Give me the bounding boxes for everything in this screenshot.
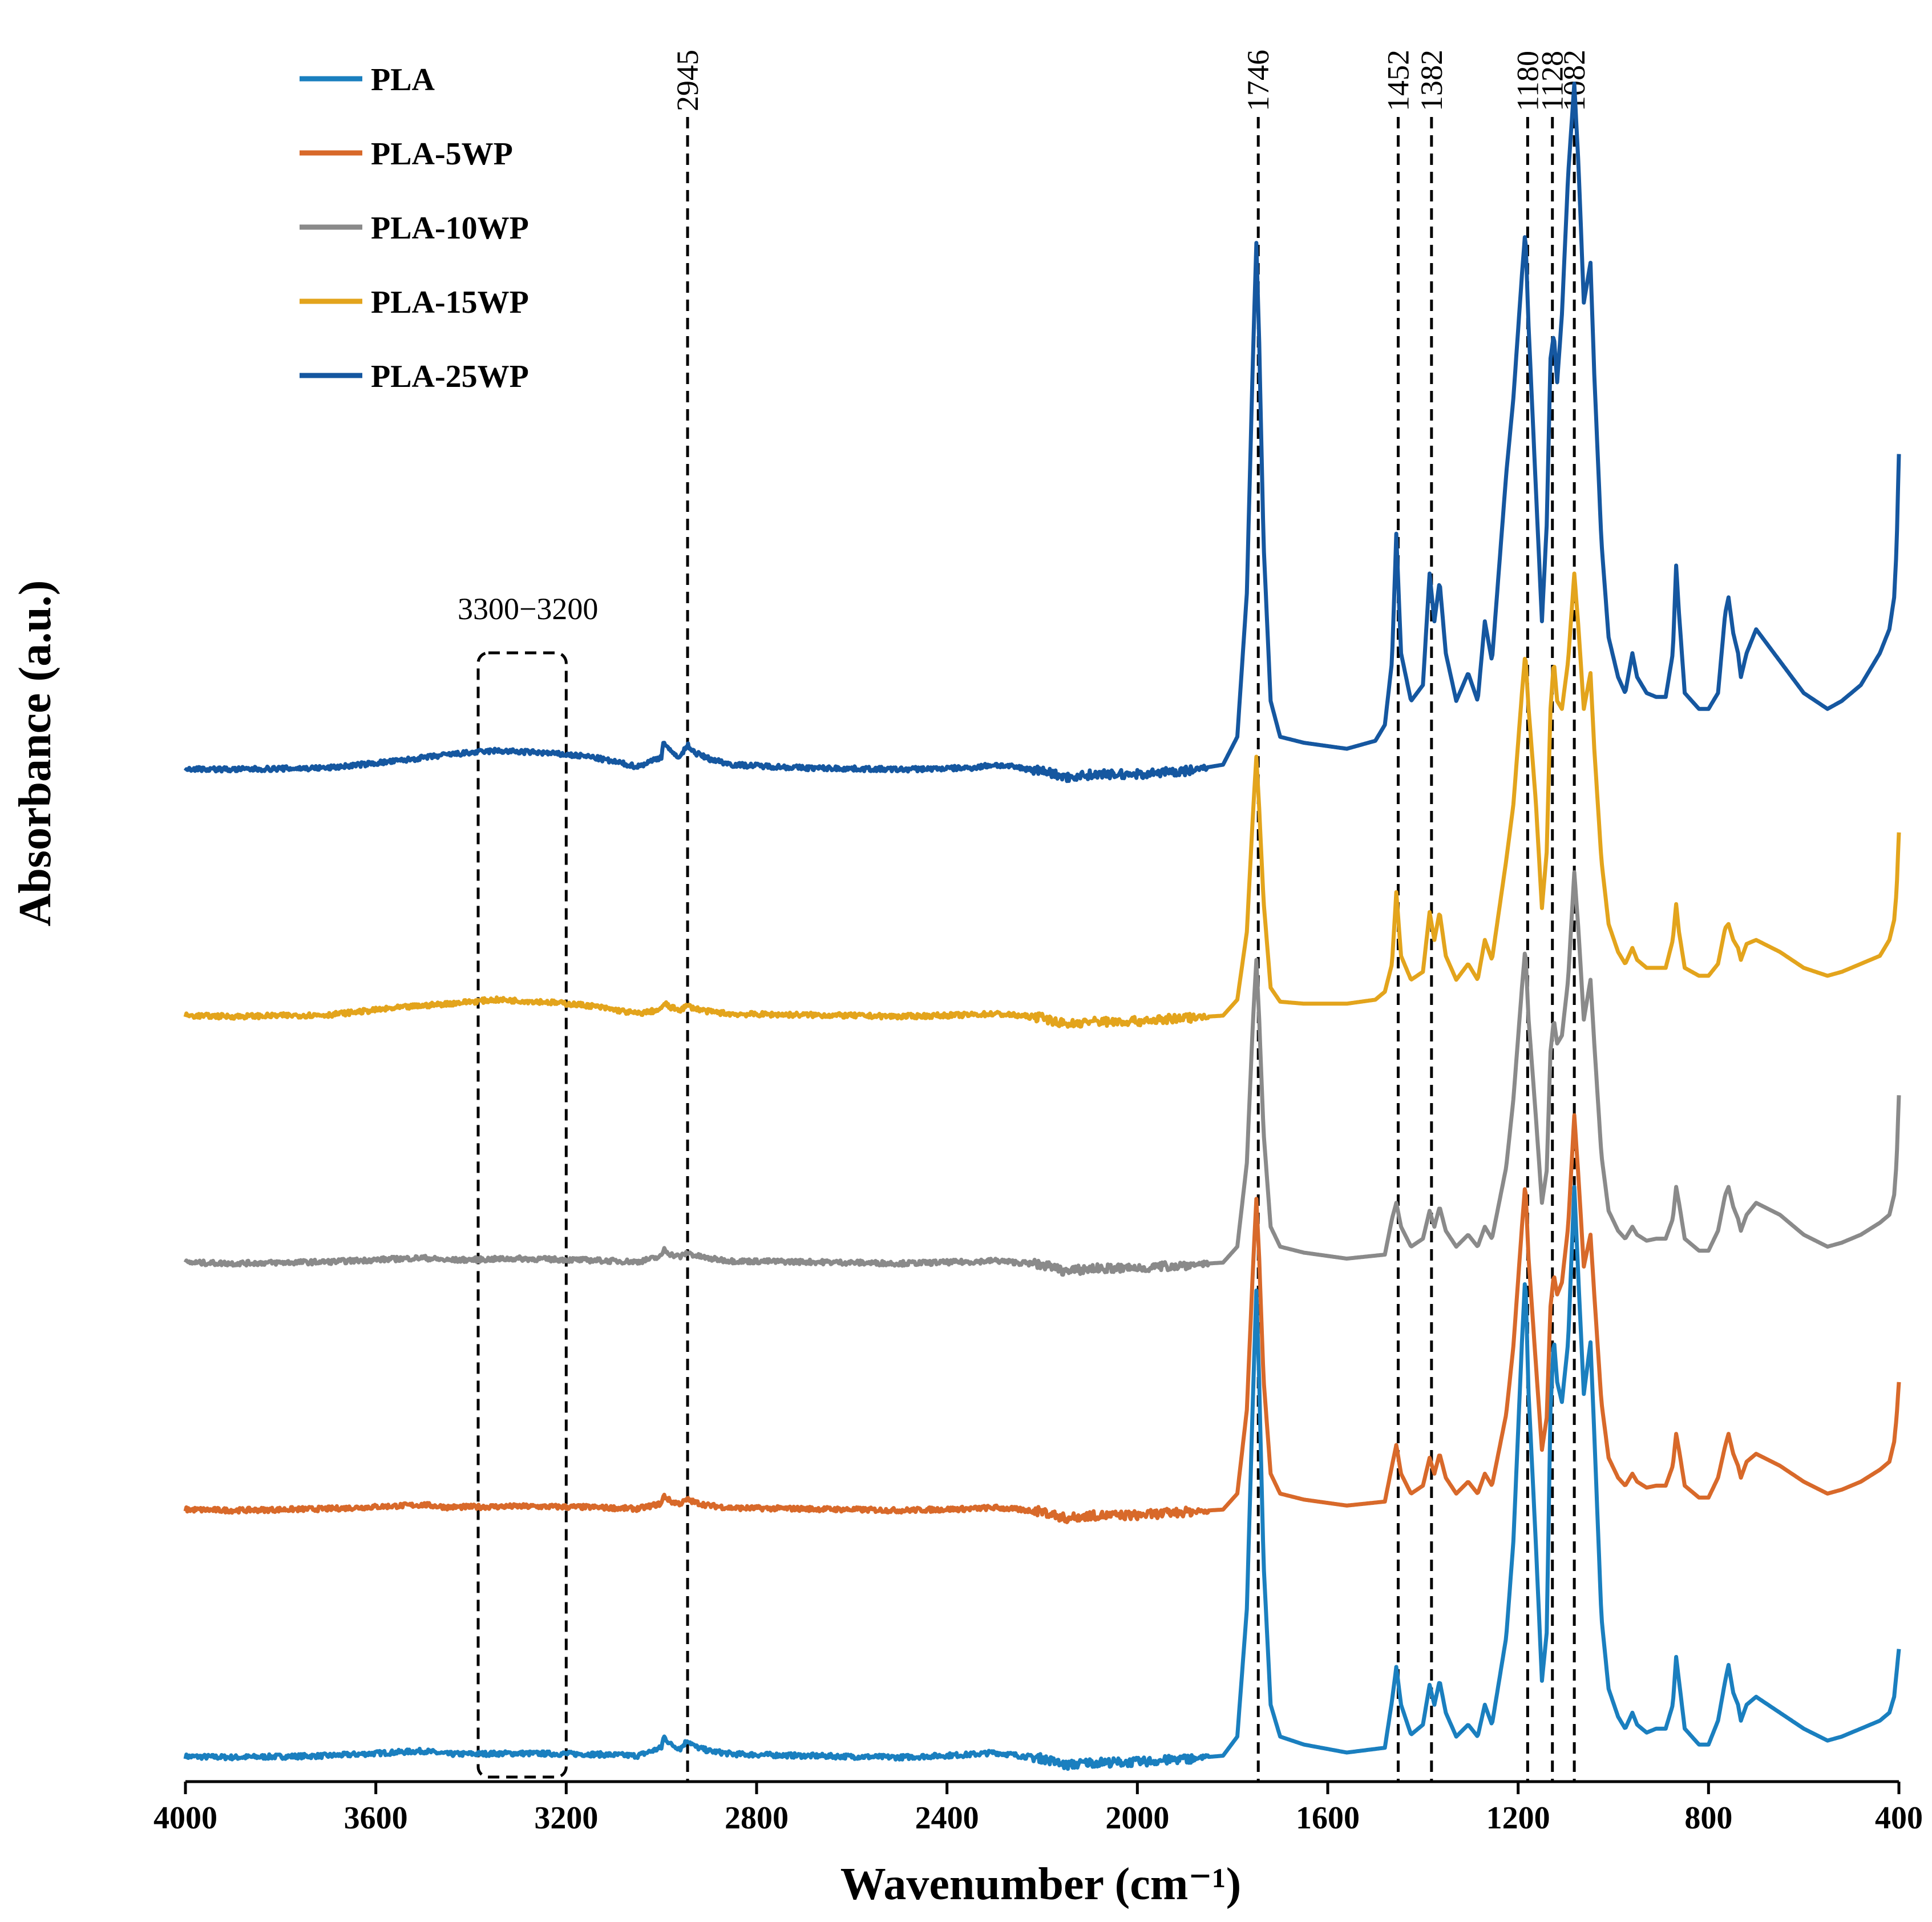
series-line-pla-5wp: [183, 1113, 1901, 1524]
reference-line-label-1382: 1382: [1414, 50, 1449, 111]
reference-line-label-1180: 1180: [1510, 51, 1545, 111]
legend: PLA PLA-5WP PLA-10WP PLA-15WP PLA-25WP: [300, 62, 529, 394]
x-tick-label-3200: 3200: [534, 1800, 598, 1836]
x-axis-title: Wavenumber (cm⁻¹): [840, 1859, 1241, 1909]
legend-label-pla: PLA: [371, 62, 435, 98]
legend-label-pla-5wp: PLA-5WP: [371, 136, 513, 172]
reference-line-label-2945: 2945: [670, 50, 705, 111]
highlight-region-box: [476, 651, 568, 1779]
y-axis-title: Absorbance (a.u.): [10, 580, 60, 927]
x-tick-label-400: 400: [1875, 1800, 1923, 1836]
reference-line-label-1746: 1746: [1241, 50, 1275, 111]
x-tick-label-2000: 2000: [1105, 1800, 1169, 1836]
series-line-pla-15wp: [183, 571, 1901, 1029]
x-tick-label-2400: 2400: [915, 1800, 979, 1836]
x-tick-label-4000: 4000: [153, 1800, 217, 1836]
x-tick-label-2800: 2800: [725, 1800, 789, 1836]
highlight-region-label: 3300−3200: [458, 592, 598, 626]
x-tick-label-800: 800: [1684, 1800, 1732, 1836]
x-tick-label-1200: 1200: [1486, 1800, 1550, 1836]
series-line-pla-10wp: [183, 870, 1901, 1277]
legend-label-pla-25wp: PLA-25WP: [371, 359, 529, 394]
x-tick-label-3600: 3600: [344, 1800, 408, 1836]
series-line-pla: [183, 1185, 1901, 1771]
x-tick-label-1600: 1600: [1296, 1800, 1360, 1836]
series-lines: [183, 81, 1901, 1771]
reference-line-label-1128: 1128: [1535, 51, 1570, 111]
legend-label-pla-10wp: PLA-10WP: [371, 211, 529, 246]
x-axis: 4000 3600 3200 2800 2400 2000 1600 1200 800 400: [153, 1780, 1923, 1836]
highlight-region: 3300−3200: [458, 592, 598, 1779]
legend-label-pla-15wp: PLA-15WP: [371, 285, 529, 320]
reference-line-label-1452: 1452: [1381, 50, 1415, 111]
series-line-pla-25wp: [183, 81, 1901, 784]
